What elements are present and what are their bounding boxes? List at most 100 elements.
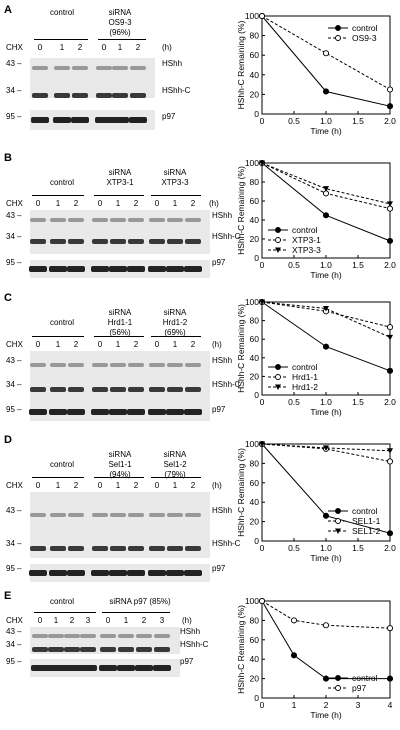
lane-time-label: 1: [172, 199, 178, 208]
series-line-control: [261, 301, 391, 372]
y-tick-label: 60: [250, 334, 260, 344]
protein-band: [136, 647, 152, 652]
data-point: [386, 675, 394, 682]
lane-time-label: 2: [73, 199, 79, 208]
plot-frame: [261, 15, 391, 115]
protein-band: [184, 570, 202, 576]
series-line-XTP3-1: [261, 162, 391, 210]
lane-time-label: 2: [133, 481, 139, 490]
protein-band: [127, 266, 145, 272]
data-point: [387, 201, 393, 207]
molecular-weight-marker: 95 –: [6, 258, 22, 267]
y-tick-label: 40: [250, 215, 260, 225]
protein-band: [95, 117, 113, 123]
legend-marker: [335, 508, 341, 514]
condition-header-line: siRNA: [163, 308, 187, 317]
y-tick-label: 0: [254, 693, 259, 703]
condition-header: control: [27, 460, 97, 470]
data-point: [322, 512, 330, 519]
lane-time-label: 2: [141, 616, 147, 625]
data-point: [386, 458, 394, 465]
legend-marker: [335, 35, 341, 41]
data-point: [259, 441, 265, 447]
data-point: [386, 205, 394, 212]
band-label: HShh: [212, 356, 233, 365]
data-point: [322, 622, 330, 629]
panel-letter: B: [4, 152, 12, 164]
condition-header: siRNA OS9-3 (96%): [85, 8, 155, 38]
protein-band: [110, 387, 126, 392]
protein-band: [92, 546, 108, 551]
protein-band: [185, 387, 201, 392]
condition-header: siRNA Hrd1-2 (69%): [140, 308, 210, 338]
legend-label: control: [292, 225, 318, 235]
western-blot-image: [30, 492, 210, 558]
lane-time-label: 0: [35, 199, 41, 208]
protein-band: [50, 546, 66, 551]
protein-band: [30, 363, 46, 367]
condition-header-line: (69%): [164, 328, 186, 337]
data-point: [386, 86, 394, 93]
molecular-weight-marker: 34 –: [6, 86, 22, 95]
lane-time-label: 0: [154, 340, 160, 349]
y-axis-label: HShh-C Remaining (%): [236, 20, 246, 109]
y-tick-label: 80: [250, 458, 260, 468]
protein-band: [32, 634, 48, 638]
protein-band: [92, 363, 108, 367]
chart-1: 0 20 40 60 80 100 0 0.5 1.0 1.5 2.0 Time (h) HShh-C …: [236, 158, 396, 280]
data-point: [290, 652, 298, 659]
series-line-XTP3-3: [261, 162, 391, 205]
condition-header-line: siRNA: [163, 450, 187, 459]
molecular-weight-marker: 95 –: [6, 112, 22, 121]
protein-band: [109, 570, 127, 576]
protein-band: [68, 546, 84, 551]
y-tick-label: 60: [250, 635, 260, 645]
band-label: p97: [212, 405, 226, 414]
y-tick-label: 20: [250, 517, 260, 527]
protein-band: [185, 239, 201, 244]
protein-band: [167, 513, 183, 517]
protein-band: [118, 647, 134, 652]
protein-band: [50, 218, 66, 222]
y-tick-label: 60: [250, 196, 260, 206]
data-point: [258, 12, 266, 20]
data-point: [258, 597, 266, 605]
protein-band: [49, 266, 67, 272]
cycloheximide-label: CHX: [6, 481, 23, 490]
condition-header: control: [27, 318, 97, 328]
protein-band: [49, 409, 67, 415]
protein-band: [112, 93, 128, 98]
protein-band: [148, 570, 166, 576]
protein-band: [184, 266, 202, 272]
lane-time-label: 0: [37, 43, 43, 52]
protein-band: [185, 546, 201, 551]
band-label: HShh-C: [212, 539, 241, 548]
plot-frame: [261, 301, 391, 396]
molecular-weight-marker: 43 –: [6, 627, 22, 636]
protein-band: [154, 647, 170, 652]
group-bracket-line: [151, 336, 201, 337]
series-line-Hrd1-1: [261, 301, 391, 328]
cycloheximide-label: CHX: [6, 616, 23, 625]
loading-control-blot-image: [29, 260, 210, 278]
condition-header: siRNA Sel1-2 (79%): [140, 450, 210, 480]
band-label: HShh-C: [212, 232, 241, 241]
x-tick-label: 1.5: [352, 116, 364, 126]
y-tick-label: 100: [245, 596, 259, 606]
protein-band: [149, 546, 165, 551]
data-point: [290, 617, 298, 624]
group-bracket-line: [32, 195, 84, 196]
protein-band: [50, 239, 66, 244]
protein-band: [167, 546, 183, 551]
protein-band: [128, 239, 144, 244]
legend-label: control: [352, 23, 378, 33]
legend-marker: [335, 518, 341, 524]
western-blot-image: [30, 210, 210, 254]
data-point: [322, 343, 330, 350]
y-tick-label: 40: [250, 497, 260, 507]
plot-frame: [261, 162, 391, 259]
data-point: [322, 675, 330, 682]
panel-letter: A: [4, 4, 12, 16]
